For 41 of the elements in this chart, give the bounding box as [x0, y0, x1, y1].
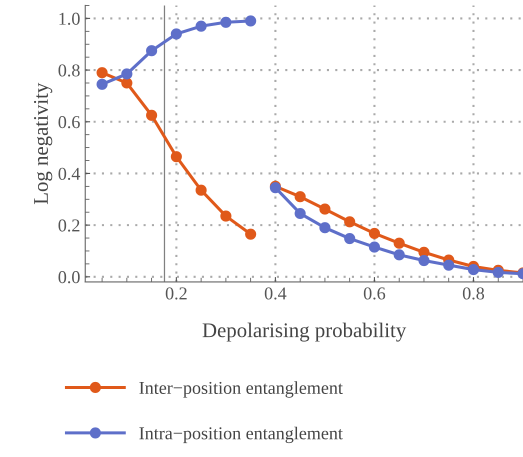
- legend-label: Intra−position entanglement: [139, 426, 343, 444]
- x-axis-title: Depolarising probability: [202, 322, 406, 342]
- point: [220, 210, 232, 222]
- x-tick-label: 0.6: [364, 287, 386, 300]
- point: [368, 228, 380, 239]
- point: [344, 216, 356, 228]
- point: [418, 254, 430, 266]
- point: [245, 228, 256, 240]
- point: [368, 242, 380, 253]
- point: [294, 208, 306, 220]
- point: [121, 68, 132, 80]
- x-tick-label: 0.8: [462, 287, 484, 300]
- point: [196, 20, 207, 32]
- point: [394, 249, 405, 260]
- point: [170, 151, 182, 162]
- point: [96, 67, 108, 78]
- point: [319, 222, 330, 234]
- y-tick-label: 0.6: [58, 116, 80, 128]
- y-tick-label: 0.0: [58, 271, 80, 284]
- point: [394, 238, 405, 249]
- point: [468, 264, 480, 276]
- y-tick-label: 0.4: [58, 168, 80, 180]
- point: [96, 78, 108, 90]
- point: [170, 28, 182, 40]
- point: [146, 45, 158, 56]
- point: [146, 110, 158, 121]
- x-tick-label: 0.2: [166, 287, 187, 300]
- y-axis-title: Log negativity: [34, 82, 52, 204]
- point: [294, 191, 306, 202]
- point: [196, 184, 207, 196]
- y-tick-label: 0.2: [58, 219, 80, 232]
- point: [220, 16, 232, 28]
- point: [121, 77, 132, 89]
- point: [319, 204, 330, 215]
- x-tick-label: 0.4: [264, 287, 286, 300]
- point: [344, 233, 356, 244]
- point: [443, 260, 454, 271]
- y-tick-label: 0.8: [58, 64, 80, 77]
- legend-label: Inter−position entanglement: [139, 381, 343, 398]
- point: [245, 15, 256, 27]
- y-tick-label: 1.0: [59, 12, 80, 25]
